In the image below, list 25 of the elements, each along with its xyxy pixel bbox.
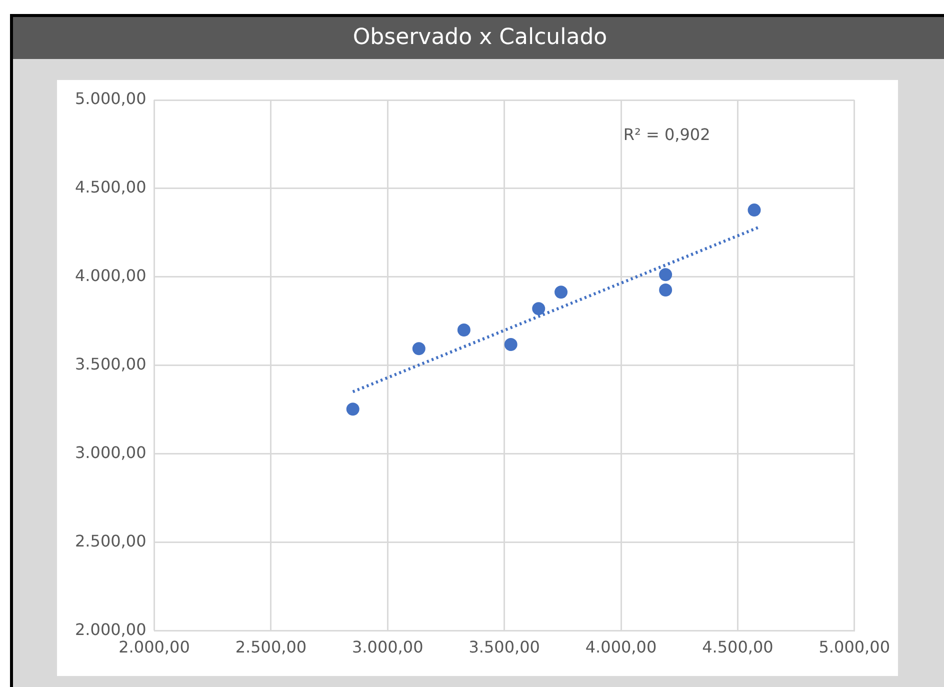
- y-tick-label: 3.000,00: [75, 443, 146, 462]
- x-tick-label: 2.000,00: [118, 638, 190, 657]
- x-tick-label: 3.500,00: [468, 638, 540, 657]
- x-tick-label: 4.500,00: [702, 638, 774, 657]
- point: [659, 268, 672, 282]
- chart-title: Observado x Calculado: [13, 17, 944, 59]
- y-tick-label: 3.500,00: [75, 354, 146, 374]
- point: [504, 338, 518, 352]
- point: [457, 324, 470, 337]
- point: [748, 204, 761, 217]
- point: [554, 286, 568, 299]
- y-tick-label: 5.000,00: [75, 89, 146, 108]
- y-tick-label: 4.500,00: [75, 178, 146, 197]
- x-tick-label: 3.000,00: [352, 638, 424, 657]
- y-tick-label: 2.000,00: [75, 620, 146, 639]
- point: [659, 284, 672, 297]
- y-tick-label: 2.500,00: [75, 531, 146, 550]
- x-tick-label: 2.500,00: [235, 638, 307, 657]
- point: [412, 342, 426, 356]
- x-tick-label: 4.000,00: [585, 638, 657, 657]
- y-tick-label: 4.000,00: [75, 266, 146, 286]
- point: [532, 302, 546, 316]
- point: [346, 402, 360, 416]
- annotation: R² = 0,902: [623, 125, 710, 144]
- x-tick-label: 5.000,00: [818, 638, 890, 657]
